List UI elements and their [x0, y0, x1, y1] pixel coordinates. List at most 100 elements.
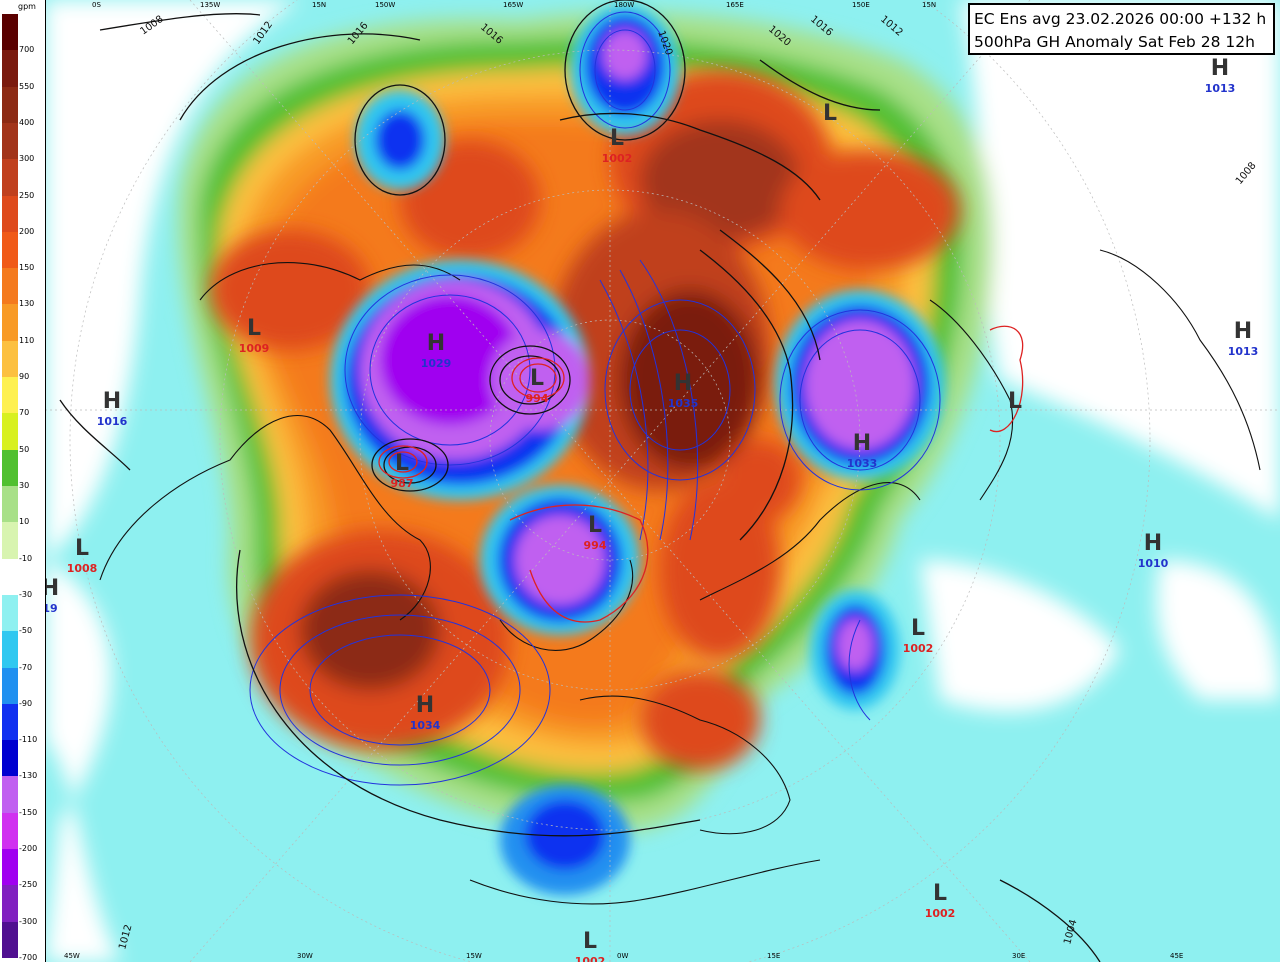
- legend-label: 700: [19, 45, 35, 55]
- high-pressure-marker: H: [1211, 56, 1229, 81]
- pressure-value: 1016: [97, 415, 128, 428]
- pressure-value: 1002: [925, 907, 956, 920]
- pressure-value: 987: [391, 477, 414, 490]
- low-pressure-marker: L: [823, 101, 837, 126]
- pressure-value: 1034: [410, 719, 441, 732]
- low-pressure-marker: L: [583, 929, 597, 954]
- longitude-labels: 0S 135W 15N 150W 165W 180W 165E 150E 15N…: [64, 1, 1183, 960]
- low-contours-red: [378, 325, 1024, 623]
- pressure-value: 1013: [1205, 82, 1236, 95]
- color-legend: gpm 700 550 400 300 250 200 150 130 110 90 70 50 30 1…: [0, 0, 46, 962]
- legend-swatch: [2, 377, 18, 414]
- lon-label: 15N: [312, 1, 326, 9]
- legend-swatch: [2, 86, 18, 124]
- height-contours-blue: [249, 11, 941, 786]
- pressure-value: 1013: [1228, 345, 1259, 358]
- lon-label: 150E: [852, 1, 870, 9]
- lon-label: 15E: [767, 952, 780, 960]
- pressure-value: 1002: [602, 152, 633, 165]
- high-pressure-marker: H: [416, 693, 434, 718]
- lon-label: 15W: [466, 952, 482, 960]
- legend-label: -130: [19, 771, 38, 781]
- legend-swatch: [2, 304, 18, 342]
- legend-swatch: [2, 449, 18, 487]
- lon-label: 0W: [617, 952, 628, 960]
- title-box: EC Ens avg 23.02.2026 00:00 +132 h 500hP…: [968, 3, 1275, 55]
- legend-swatch: [2, 631, 18, 669]
- legend-label: -30: [19, 589, 33, 599]
- legend-label: 130: [19, 299, 35, 309]
- legend-swatch: [2, 195, 18, 233]
- legend-swatch: [2, 849, 18, 886]
- legend-swatch: [2, 921, 18, 959]
- lon-label: 30W: [297, 952, 313, 960]
- legend-label: -90: [19, 698, 33, 708]
- pressure-value: 1010: [1138, 557, 1169, 570]
- legend-swatch: [2, 50, 18, 88]
- graticule: [45, 0, 1280, 962]
- legend-swatch: [2, 740, 18, 777]
- pressure-value: 994: [526, 392, 549, 405]
- lon-label: 150W: [375, 1, 395, 9]
- legend-label: -150: [19, 807, 38, 817]
- lon-label: 180W: [614, 1, 634, 9]
- legend-label: 10: [19, 517, 30, 527]
- low-pressure-marker: L: [530, 366, 544, 391]
- legend-swatch: [2, 340, 18, 378]
- legend-swatch: [2, 885, 18, 923]
- title-line-2: 500hPa GH Anomaly Sat Feb 28 12h: [974, 33, 1255, 51]
- high-pressure-marker: H: [1234, 319, 1252, 344]
- lon-label: 165E: [726, 1, 744, 9]
- lon-label: 45E: [1170, 952, 1183, 960]
- lon-label: 30E: [1012, 952, 1025, 960]
- low-pressure-marker: L: [247, 316, 261, 341]
- pressure-value: 19: [42, 602, 57, 615]
- legend-label: -250: [19, 880, 38, 890]
- legend-label: 90: [19, 372, 30, 382]
- legend-swatch: [2, 159, 18, 197]
- high-pressure-marker: H: [103, 389, 121, 414]
- lon-label: 0S: [92, 1, 101, 9]
- low-pressure-marker: L: [610, 126, 624, 151]
- legend-swatch: [2, 703, 18, 741]
- legend-label: -700: [19, 953, 38, 962]
- legend-label: 200: [19, 226, 35, 236]
- pressure-value: 1008: [67, 562, 98, 575]
- legend-swatch: [2, 812, 18, 850]
- isobars: [59, 0, 1101, 962]
- coastlines: [99, 249, 1261, 905]
- legend-swatch: [2, 14, 18, 51]
- high-pressure-marker: H: [427, 331, 445, 356]
- title-line-1: EC Ens avg 23.02.2026 00:00 +132 h: [974, 10, 1267, 28]
- legend-swatch: [2, 667, 18, 705]
- lon-label: 45W: [64, 952, 80, 960]
- low-pressure-marker: L: [911, 616, 925, 641]
- legend-label: 400: [19, 117, 35, 127]
- legend-swatch: [2, 594, 18, 632]
- legend-swatch: [2, 413, 18, 451]
- legend-label: 30: [19, 481, 30, 490]
- legend-label: 50: [19, 444, 30, 454]
- pressure-value: 994: [584, 539, 607, 552]
- low-pressure-marker: L: [588, 513, 602, 538]
- legend-swatch: [2, 268, 18, 305]
- legend-label: 70: [19, 408, 30, 418]
- legend-label: -10: [19, 553, 33, 563]
- legend-swatch: [2, 522, 18, 560]
- high-pressure-marker: H: [1144, 531, 1162, 556]
- pressure-centers: H1034H1035H1033H1013H1013H1010H1016H19H1…: [41, 56, 1259, 962]
- lon-label: 15N: [922, 1, 936, 9]
- pressure-value: 1009: [239, 342, 270, 355]
- lon-label: 135W: [200, 1, 220, 9]
- low-pressure-marker: L: [75, 536, 89, 561]
- pressure-value: 1029: [421, 357, 452, 370]
- negative-anomaly-blobs: [330, 5, 945, 895]
- legend-swatch: [2, 486, 18, 523]
- pressure-value: 1002: [575, 955, 606, 962]
- lon-label: 165W: [503, 1, 523, 9]
- pressure-value: 1035: [668, 397, 699, 410]
- pressure-value: 1002: [903, 642, 934, 655]
- legend-label: -110: [19, 735, 38, 745]
- legend-swatch: [2, 122, 18, 160]
